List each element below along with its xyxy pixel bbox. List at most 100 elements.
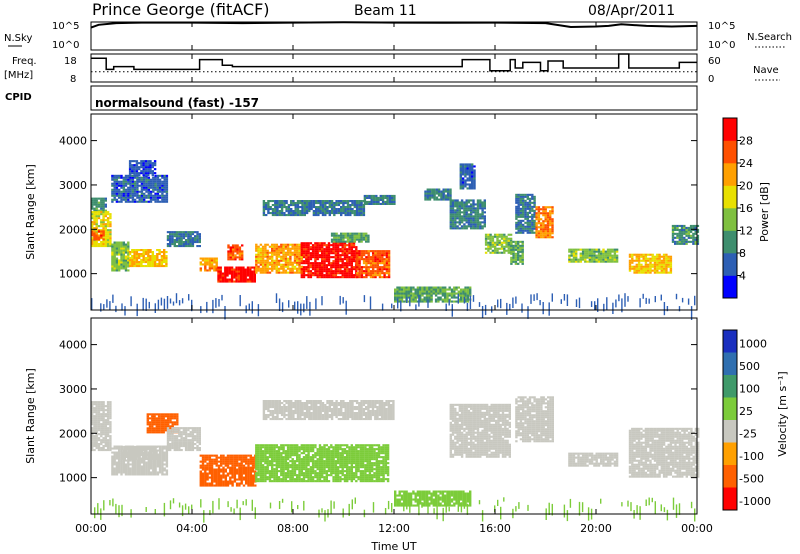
power-cell bbox=[100, 232, 103, 235]
power-cell bbox=[321, 214, 325, 217]
power-cell bbox=[330, 204, 334, 207]
power-cell bbox=[674, 232, 677, 235]
power-scatter-cell bbox=[172, 301, 175, 306]
velocity-cell bbox=[184, 443, 188, 446]
velocity-cell bbox=[130, 449, 133, 452]
power-cell bbox=[253, 266, 256, 269]
power-cell bbox=[111, 194, 114, 197]
power-cell bbox=[346, 264, 349, 267]
power-cell bbox=[400, 286, 404, 289]
power-cell bbox=[586, 256, 589, 259]
power-cell bbox=[600, 252, 603, 255]
power-cell bbox=[628, 267, 632, 270]
power-cell bbox=[368, 202, 371, 205]
velocity-cell bbox=[95, 443, 98, 446]
power-cell bbox=[324, 214, 327, 217]
velocity-cell bbox=[138, 471, 141, 474]
power-cell bbox=[332, 266, 335, 269]
velocity-cell bbox=[158, 465, 162, 468]
power-cell bbox=[319, 210, 322, 213]
power-cell bbox=[385, 270, 389, 273]
power-cell bbox=[143, 200, 146, 203]
power-cell bbox=[494, 245, 497, 248]
power-blob-0 bbox=[91, 197, 107, 212]
power-cell bbox=[447, 190, 450, 193]
velocity-cell bbox=[189, 445, 192, 448]
power-cell bbox=[463, 207, 466, 210]
power-cell bbox=[378, 272, 382, 275]
power-cell bbox=[660, 267, 663, 270]
power-cell bbox=[458, 209, 461, 212]
power-cell bbox=[424, 190, 427, 193]
power-cell bbox=[147, 162, 150, 165]
velocity-cell bbox=[133, 463, 137, 466]
velocity-cell bbox=[93, 407, 96, 410]
power-colorbar-swatch bbox=[723, 253, 737, 276]
power-cell bbox=[266, 257, 269, 260]
power-cell bbox=[283, 206, 286, 209]
power-cell bbox=[131, 255, 134, 258]
velocity-cell bbox=[139, 451, 142, 454]
power-cell bbox=[327, 254, 331, 257]
velocity-cell bbox=[113, 451, 116, 454]
power-scatter-cell bbox=[112, 294, 114, 303]
power-cell bbox=[474, 227, 477, 230]
power-cell bbox=[667, 265, 670, 268]
power-cell bbox=[526, 213, 529, 216]
power-cell bbox=[423, 290, 426, 293]
power-cell bbox=[273, 267, 276, 270]
power-cell bbox=[678, 236, 681, 239]
power-cell bbox=[269, 200, 272, 203]
power-cell bbox=[669, 257, 673, 260]
power-cell bbox=[346, 204, 350, 207]
power-cell bbox=[363, 200, 367, 203]
power-cell bbox=[156, 265, 159, 268]
power-cell bbox=[381, 194, 385, 197]
power-cell bbox=[332, 276, 335, 279]
power-cell bbox=[637, 263, 641, 266]
velocity-cell bbox=[154, 465, 157, 468]
power-cell bbox=[173, 241, 176, 244]
power-cell bbox=[255, 255, 258, 258]
power-cell bbox=[653, 259, 657, 262]
power-cell bbox=[489, 241, 492, 244]
power-cell bbox=[314, 242, 317, 245]
power-cell bbox=[298, 253, 301, 256]
power-cell bbox=[93, 241, 96, 244]
power-cell bbox=[122, 192, 125, 195]
power-cell bbox=[409, 294, 413, 297]
power-cell bbox=[240, 268, 243, 271]
power-cell bbox=[321, 256, 324, 259]
power-cell bbox=[140, 194, 144, 197]
velocity-cell bbox=[91, 409, 94, 412]
velocity-cell bbox=[106, 439, 110, 442]
velocity-cell bbox=[150, 445, 154, 448]
power-cell bbox=[449, 205, 452, 208]
freq-label-2: [MHz] bbox=[4, 70, 33, 81]
power-cell bbox=[311, 266, 315, 269]
power-cell bbox=[318, 256, 322, 259]
power-cell bbox=[367, 240, 370, 243]
power-cell bbox=[683, 224, 686, 227]
velocity-cell bbox=[149, 473, 153, 476]
power-cell bbox=[689, 234, 693, 237]
power-cell bbox=[147, 172, 150, 175]
power-cell bbox=[124, 263, 128, 266]
power-cell bbox=[327, 252, 331, 255]
power-cell bbox=[113, 259, 116, 262]
power-cell bbox=[353, 212, 356, 215]
power-cell bbox=[210, 257, 214, 260]
velocity-cell bbox=[140, 459, 144, 462]
power-cell bbox=[307, 266, 310, 269]
power-cell bbox=[336, 260, 340, 263]
power-cell bbox=[674, 226, 677, 229]
velocity-cell bbox=[169, 419, 172, 422]
power-cell bbox=[158, 182, 162, 185]
velocity-cell bbox=[127, 469, 130, 472]
power-cell bbox=[460, 199, 464, 202]
velocity-cell bbox=[171, 415, 174, 418]
power-cell bbox=[449, 215, 452, 218]
power-cell bbox=[261, 259, 265, 262]
power-cell bbox=[372, 198, 376, 201]
power-cell bbox=[474, 207, 477, 210]
